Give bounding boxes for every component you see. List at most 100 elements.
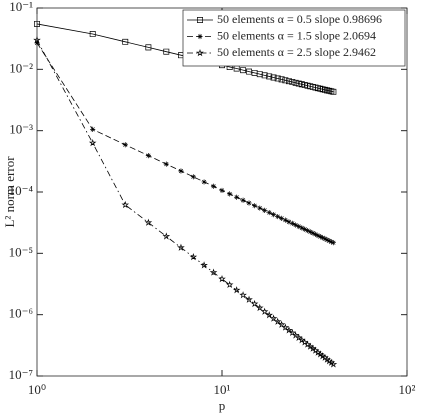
marker	[34, 40, 40, 46]
marker	[201, 179, 207, 185]
legend-label: 50 elements α = 0.5 slope 0.98696	[217, 12, 382, 26]
legend-marker	[196, 49, 204, 57]
marker	[328, 239, 334, 245]
marker	[304, 227, 311, 234]
series-line	[36, 39, 334, 365]
marker	[89, 31, 96, 37]
marker	[324, 87, 331, 94]
marker	[260, 307, 269, 315]
marker	[326, 238, 332, 244]
marker	[240, 197, 246, 203]
marker	[286, 219, 292, 225]
marker	[246, 200, 252, 206]
marker	[293, 222, 299, 228]
marker	[145, 44, 152, 51]
marker	[122, 142, 128, 148]
marker	[210, 183, 217, 189]
marker	[144, 218, 153, 226]
y-tick-label: 10⁻⁵	[9, 244, 33, 259]
marker	[317, 85, 324, 92]
marker	[163, 161, 169, 167]
y-tick-label: 10⁻⁴	[9, 183, 34, 198]
marker	[289, 79, 296, 85]
marker	[255, 303, 264, 312]
y-tick-label: 10⁻³	[9, 122, 33, 137]
marker	[34, 20, 40, 27]
marker	[245, 295, 253, 303]
marker	[314, 85, 321, 92]
legend-label: 50 elements α = 2.5 slope 2.9462	[217, 45, 376, 59]
marker	[162, 232, 171, 240]
marker	[269, 314, 278, 322]
marker	[281, 323, 290, 331]
marker	[285, 78, 292, 85]
marker	[277, 320, 286, 328]
marker	[322, 236, 328, 242]
marker	[240, 67, 247, 74]
marker	[88, 138, 97, 147]
y-tick-label: 10⁻⁶	[9, 306, 33, 321]
marker	[270, 74, 277, 81]
legend-marker	[197, 17, 203, 23]
marker	[273, 317, 282, 325]
marker	[218, 274, 226, 283]
marker	[302, 226, 308, 232]
marker	[232, 286, 241, 294]
y-tick-label: 10⁻¹	[9, 0, 33, 14]
marker	[295, 80, 302, 87]
marker	[200, 261, 208, 269]
marker	[178, 168, 184, 174]
marker	[163, 48, 170, 55]
marker	[250, 299, 259, 308]
marker	[122, 38, 129, 45]
marker	[227, 191, 233, 197]
marker	[330, 88, 337, 95]
legend: 50 elements α = 0.5 slope 0.98696 50 elem…	[182, 9, 406, 67]
marker	[189, 253, 198, 261]
marker	[282, 217, 288, 223]
marker	[274, 75, 281, 82]
marker	[262, 207, 268, 213]
x-tick-label: 10²	[399, 382, 416, 397]
marker	[315, 232, 321, 239]
y-tick-label: 10⁻⁷	[9, 367, 33, 382]
marker	[225, 280, 234, 289]
marker	[275, 213, 281, 220]
marker	[289, 220, 295, 226]
marker	[33, 36, 41, 44]
marker	[319, 86, 326, 93]
x-tick-label: 10¹	[214, 382, 231, 397]
marker	[279, 215, 285, 221]
marker	[90, 126, 96, 132]
marker	[328, 88, 335, 95]
marker	[282, 77, 289, 84]
marker	[190, 174, 196, 180]
legend-label: 50 elements α = 1.5 slope 2.0694	[217, 28, 376, 42]
marker	[209, 268, 218, 276]
marker	[330, 240, 336, 246]
marker	[265, 311, 274, 319]
legend-marker	[197, 33, 203, 40]
marker	[326, 87, 333, 94]
marker	[321, 86, 328, 93]
marker	[145, 153, 151, 159]
marker	[288, 328, 297, 337]
marker	[310, 230, 316, 236]
marker	[292, 79, 299, 86]
marker	[307, 229, 313, 235]
x-tick-label: 10⁰	[28, 382, 46, 397]
marker	[266, 73, 273, 80]
x-axis-label: p	[219, 398, 226, 413]
marker	[285, 326, 293, 334]
legend-box	[182, 9, 406, 67]
marker	[261, 72, 268, 79]
y-tick-label: 10⁻²	[9, 60, 33, 75]
marker	[121, 200, 130, 209]
y-axis-label: L² norm error	[2, 156, 17, 228]
marker	[177, 243, 185, 251]
series-line	[36, 42, 334, 244]
marker	[251, 203, 258, 209]
marker	[270, 212, 277, 218]
marker	[278, 76, 285, 83]
